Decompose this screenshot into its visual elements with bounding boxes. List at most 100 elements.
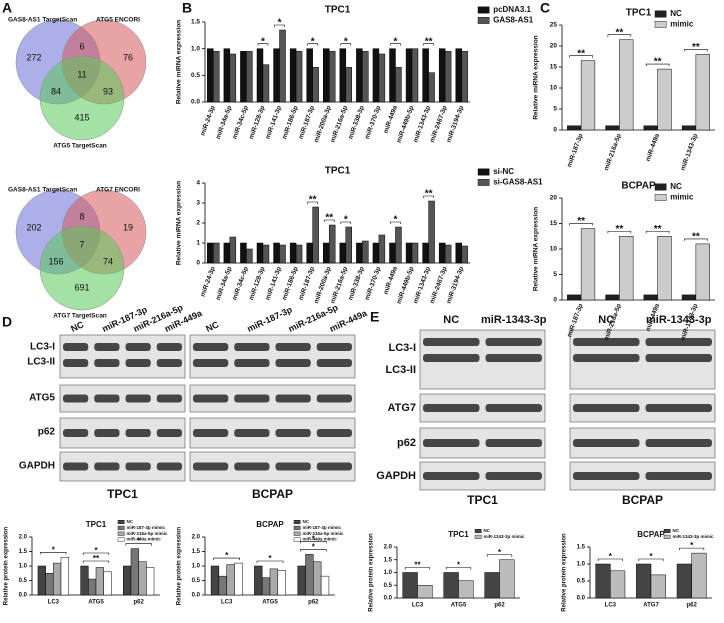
- y-tick-label: 0.5: [192, 578, 201, 584]
- y-tick-label: 0.0: [192, 593, 201, 599]
- legend-swatch: [474, 534, 482, 539]
- bar: [405, 48, 413, 103]
- legend-swatch: [654, 193, 667, 201]
- lane-label: NC: [443, 314, 459, 326]
- bar: [273, 48, 280, 103]
- y-tick-label: 1.0: [384, 570, 393, 576]
- bar: [458, 580, 474, 599]
- venn-count: 19: [123, 222, 133, 232]
- significance-label: **: [692, 42, 700, 53]
- legend-label: miR-1343-3p mimic: [484, 534, 526, 539]
- blot-row-label: p62: [397, 437, 416, 449]
- blot-band: [316, 429, 352, 437]
- x-tick-label: miR-449a: [382, 105, 399, 135]
- significance-bracket: [125, 543, 152, 546]
- y-tick-label: 1.5: [191, 19, 200, 26]
- significance-label: *: [94, 546, 98, 555]
- legend-label: NC: [670, 9, 682, 18]
- y-tick-label: 1.5: [19, 549, 28, 555]
- bar: [240, 242, 247, 264]
- y-tick-label: 4: [196, 180, 200, 187]
- bar: [378, 234, 386, 264]
- x-tick-label: miR-187-3p: [298, 266, 317, 301]
- chart-title: BCPAP: [637, 530, 665, 539]
- cell-line-label: TPC1: [467, 493, 498, 507]
- blot-row-label: ATG5: [29, 393, 55, 404]
- blot-band: [94, 429, 120, 437]
- bar: [262, 64, 270, 103]
- y-tick-label: 0.5: [577, 579, 586, 585]
- y-axis-label: Relative protein expression: [562, 533, 568, 612]
- bar: [389, 48, 396, 103]
- significance-bracket: [569, 55, 593, 58]
- significance-label: *: [394, 36, 398, 47]
- bar: [695, 243, 710, 301]
- y-tick-label: 3: [196, 200, 200, 207]
- significance-label: *: [649, 552, 653, 561]
- blot-band: [125, 394, 151, 403]
- blot-band: [94, 359, 120, 367]
- bar: [207, 242, 214, 264]
- bar: [389, 242, 396, 264]
- blot-band: [275, 343, 311, 351]
- venn-count: 202: [26, 222, 41, 232]
- bar: [306, 242, 313, 264]
- bar: [254, 565, 263, 596]
- legend-swatch: [474, 529, 482, 534]
- bar: [246, 51, 253, 103]
- blot-band: [573, 404, 640, 412]
- legend-swatch: [663, 529, 671, 534]
- significance-bracket: [340, 221, 352, 224]
- chart-title: TPC1: [626, 8, 652, 19]
- y-axis-label: Relative miRNA expression: [176, 181, 183, 265]
- significance-label: **: [309, 195, 317, 206]
- legend-swatch: [477, 168, 490, 176]
- bar: [207, 48, 214, 103]
- legend-label: miR-216a-5p mimic: [127, 531, 169, 536]
- bar: [438, 242, 446, 264]
- lane-label: miR-1343-3p: [646, 314, 712, 326]
- blot-band: [645, 354, 712, 362]
- legend-label: miR-449a mimic: [303, 537, 338, 542]
- bar: [80, 565, 89, 596]
- x-tick-label: p62: [494, 603, 505, 609]
- blot-band: [485, 338, 542, 346]
- bar: [218, 575, 227, 596]
- significance-bracket: [300, 541, 327, 544]
- chart-title: TPC1: [325, 5, 351, 16]
- blot-band: [573, 472, 640, 480]
- significance-label: **: [414, 561, 421, 570]
- blot-band: [645, 338, 712, 346]
- chart-title: BCPAP: [621, 181, 656, 192]
- blot-band: [485, 354, 542, 362]
- venn-count: 691: [74, 282, 89, 292]
- bar: [306, 48, 313, 103]
- x-tick-label: p62: [133, 600, 144, 606]
- y-tick-label: 1.0: [19, 564, 28, 570]
- y-tick-label: 1.5: [192, 549, 201, 555]
- bar: [619, 39, 634, 131]
- blot-row-label: LC3-II: [385, 364, 416, 376]
- bar: [422, 242, 429, 264]
- legend-swatch: [654, 21, 667, 28]
- x-tick-label: miR-34c-5p: [231, 266, 250, 301]
- x-tick-label: LC3: [605, 603, 617, 609]
- legend-swatch: [293, 537, 301, 542]
- blot-band: [156, 343, 182, 351]
- x-tick-label: miR-338-3p: [347, 105, 366, 140]
- bar: [650, 574, 666, 599]
- legend-label: NC: [670, 182, 682, 191]
- significance-bracket: [645, 230, 670, 234]
- bar: [567, 125, 582, 131]
- bar: [580, 60, 596, 131]
- panel-letter: E: [370, 309, 379, 325]
- bar: [345, 67, 352, 103]
- bar: [289, 48, 297, 103]
- bar: [372, 242, 380, 264]
- bar: [123, 565, 132, 596]
- bar: [240, 51, 247, 103]
- lane-label: NC: [69, 319, 85, 334]
- panel-letter: A: [2, 0, 12, 16]
- x-tick-label: miR-338-3p: [347, 266, 366, 301]
